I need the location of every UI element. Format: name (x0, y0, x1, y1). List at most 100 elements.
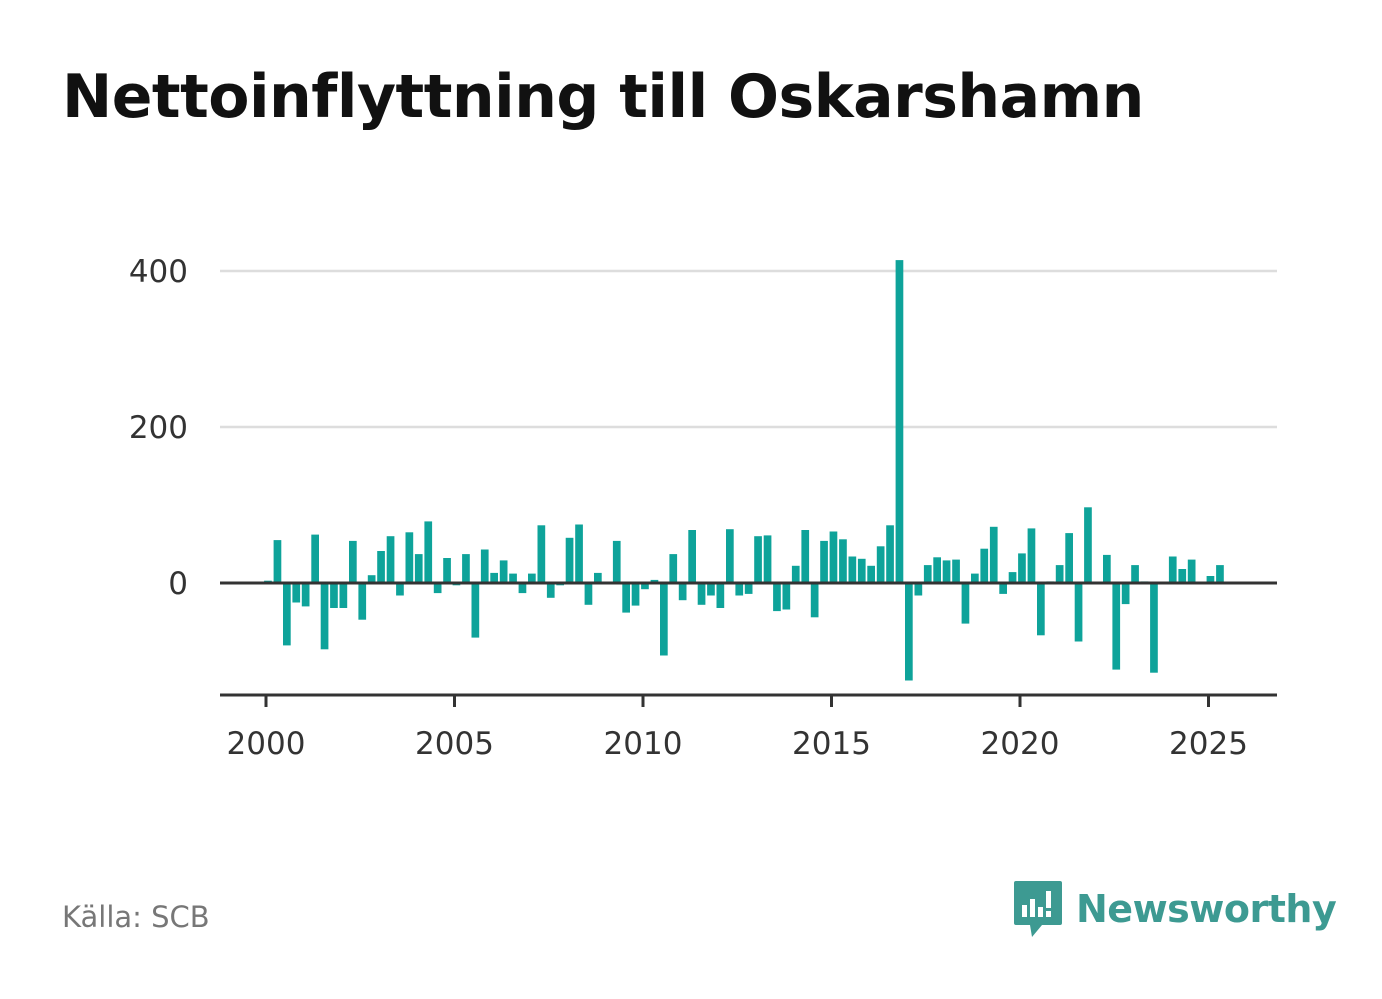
bar (726, 529, 734, 583)
bar (782, 583, 791, 610)
bar (1131, 565, 1139, 583)
bar (339, 583, 348, 608)
bar (1065, 533, 1073, 583)
bar (622, 583, 630, 613)
bar (462, 554, 470, 583)
bar (367, 575, 376, 583)
bar (480, 549, 489, 583)
bar (301, 583, 310, 607)
source-note: Källa: SCB (62, 900, 210, 934)
bar (895, 260, 904, 583)
bar (330, 583, 338, 608)
brand-logo: Newsworthy (1012, 879, 1337, 939)
bar (612, 540, 621, 583)
brand-name: Newsworthy (1076, 887, 1337, 931)
bar (311, 534, 319, 583)
bar (546, 583, 555, 598)
bar (971, 573, 979, 583)
bar (744, 583, 753, 594)
bar (631, 583, 640, 606)
bar (283, 583, 291, 646)
x-tick-label: 2015 (792, 726, 871, 762)
bar (358, 583, 367, 620)
bar (754, 536, 762, 583)
bar (933, 557, 941, 583)
bar (1150, 583, 1158, 673)
x-tick-label: 2025 (1169, 726, 1248, 762)
bar (499, 560, 508, 583)
bar (1216, 565, 1224, 583)
bar (952, 559, 960, 583)
bar (886, 525, 894, 583)
bar (471, 583, 480, 638)
x-tick-label: 2020 (981, 726, 1060, 762)
bar (839, 539, 847, 583)
bar (905, 583, 913, 681)
bar (424, 521, 433, 583)
chart-bubble-icon (1014, 881, 1062, 937)
bar (735, 583, 744, 596)
bar (923, 565, 932, 583)
bar (773, 583, 781, 612)
x-tick-label: 2010 (604, 726, 683, 762)
bar (1027, 528, 1036, 583)
bar (528, 573, 536, 583)
bar (405, 532, 414, 583)
bar (857, 558, 866, 583)
bar (414, 554, 423, 583)
bars (264, 260, 1224, 681)
bar (650, 579, 659, 583)
bar (697, 583, 706, 605)
bar (961, 583, 970, 624)
bar (1168, 556, 1177, 583)
bar (1074, 583, 1083, 642)
bar (396, 583, 404, 596)
bar (1112, 583, 1121, 670)
bar (791, 565, 800, 583)
bar (678, 583, 687, 601)
bar (914, 583, 923, 596)
bar (349, 540, 357, 583)
bar (801, 530, 810, 583)
bar (867, 565, 875, 583)
y-tick-labels: 0 200 400 (129, 254, 188, 602)
bar (509, 573, 517, 583)
bar (707, 583, 715, 596)
bar (716, 583, 725, 608)
x-tick-label: 2000 (227, 726, 306, 762)
bar (820, 540, 828, 583)
bar (660, 583, 668, 656)
bar (1084, 507, 1092, 583)
bar (829, 531, 838, 583)
bar (490, 572, 498, 583)
bar (443, 558, 451, 583)
bar (1008, 572, 1017, 583)
gridlines (220, 269, 1277, 429)
bar (989, 526, 998, 583)
x-tick-labels: 2000 2005 2010 2015 2020 2025 (227, 695, 1248, 762)
bar (1037, 583, 1045, 636)
bar (1018, 553, 1026, 583)
bar (876, 546, 885, 583)
bar (1103, 554, 1111, 583)
y-tick-label: 0 (168, 566, 188, 602)
bar (518, 583, 527, 594)
bar (942, 560, 951, 583)
bar (594, 572, 602, 583)
bar (320, 583, 329, 650)
axes (220, 581, 1277, 697)
bar (575, 524, 583, 583)
bar (763, 535, 772, 583)
bar (584, 583, 593, 605)
bar (386, 536, 395, 583)
bar (848, 556, 857, 583)
bar (273, 540, 282, 583)
y-tick-label: 400 (129, 254, 188, 290)
bar (537, 525, 546, 583)
bar (1055, 565, 1064, 583)
bar (980, 548, 989, 583)
x-tick-label: 2005 (415, 726, 494, 762)
y-tick-label: 200 (129, 410, 188, 446)
bar (1121, 583, 1130, 605)
